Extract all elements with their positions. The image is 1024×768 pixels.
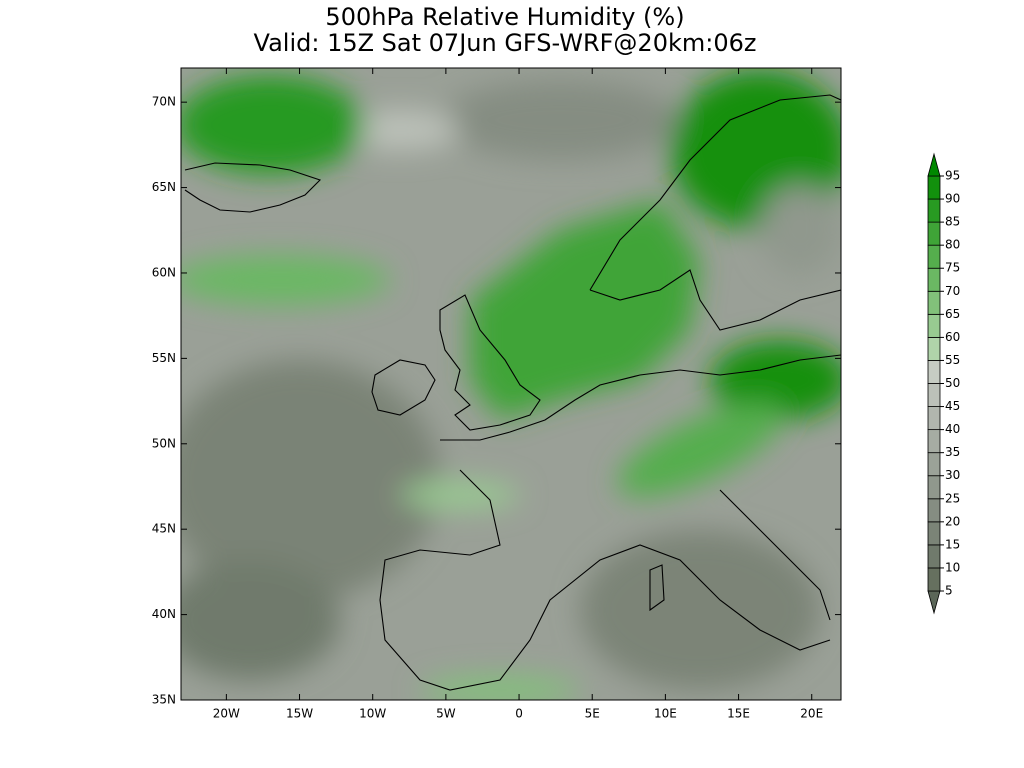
colorbar-label: 45 — [945, 399, 960, 413]
moist-area — [420, 676, 580, 700]
colorbar-band — [927, 498, 941, 523]
lon-tick-label: 0 — [515, 707, 523, 721]
colorbar-label: 35 — [945, 445, 960, 459]
lat-tick-label: 45N — [152, 522, 176, 536]
colorbar-band — [927, 452, 941, 477]
coastline — [719, 489, 831, 621]
colorbar-label: 80 — [945, 238, 960, 252]
colorbar-label: 60 — [945, 330, 960, 344]
lon-tick-label: 5E — [585, 707, 600, 721]
field-shading — [181, 70, 841, 700]
colorbar-label: 70 — [945, 284, 960, 298]
lon-tick-label: 15W — [286, 707, 313, 721]
coastline — [589, 94, 841, 291]
colorbar-band — [927, 313, 941, 338]
moist-area — [470, 200, 700, 420]
colorbar-lower-triangle — [927, 590, 941, 615]
colorbar-label: 20 — [945, 514, 960, 528]
dry-area — [181, 360, 440, 600]
lon-tick-label: 10W — [359, 707, 386, 721]
colorbar-band — [927, 198, 941, 223]
lon-tick-label: 5W — [436, 707, 456, 721]
lon-tick-label: 10E — [654, 707, 677, 721]
lat-tick-label: 55N — [152, 351, 176, 365]
colorbar-band — [927, 244, 941, 269]
moist-area — [340, 110, 460, 150]
lat-tick-label: 60N — [152, 265, 176, 279]
colorbar-band — [927, 336, 941, 361]
lon-tick-label: 20W — [213, 707, 240, 721]
moist-area — [181, 255, 390, 305]
colorbar-band — [927, 567, 941, 592]
coastline — [440, 354, 841, 441]
colorbar-band — [927, 267, 941, 292]
coastlines — [184, 94, 841, 691]
colorbar-label: 10 — [945, 560, 960, 574]
colorbar-label: 55 — [945, 353, 960, 367]
dry-area — [181, 560, 340, 680]
dry-area — [580, 530, 820, 690]
colorbar-band — [927, 175, 941, 200]
colorbar-band — [927, 290, 941, 315]
coastline — [379, 469, 831, 691]
lat-tick-label: 70N — [152, 95, 176, 109]
colorbar-label: 5 — [945, 584, 953, 598]
map-frame — [180, 67, 842, 701]
moist-area — [400, 481, 520, 509]
lat-tick-label: 35N — [152, 693, 176, 707]
colorbar-band — [927, 544, 941, 569]
lon-tick-label: 20E — [800, 707, 823, 721]
colorbar-band — [927, 360, 941, 384]
colorbar-upper-triangle — [927, 152, 941, 177]
coastline — [649, 564, 665, 612]
colorbar-label: 50 — [945, 376, 960, 390]
colorbar-label: 30 — [945, 468, 960, 482]
colorbar-label: 85 — [945, 215, 960, 229]
lon-tick-label: 15E — [727, 707, 750, 721]
title: 500hPa Relative Humidity (%) — [325, 3, 684, 31]
coastline — [184, 162, 322, 213]
colorbar-label: 95 — [945, 169, 960, 183]
lat-tick-label: 65N — [152, 180, 176, 194]
moist-area — [617, 403, 783, 497]
lat-tick-label: 50N — [152, 436, 176, 450]
colorbar-band — [927, 429, 941, 454]
colorbar-band — [927, 475, 941, 500]
colorbar-label: 90 — [945, 192, 960, 206]
colorbar-band — [927, 521, 941, 546]
colorbar-band — [927, 221, 941, 246]
colorbar-band — [927, 406, 941, 431]
colorbar: 5 10 15 20 25 30 35 40 45 50 55 60 65 70 75 80 85 90 95 — [927, 152, 960, 615]
colorbar-label: 15 — [945, 537, 960, 551]
colorbar-label: 40 — [945, 422, 960, 436]
humidity-field — [181, 68, 841, 700]
dry-area — [760, 185, 840, 275]
subtitle: Valid: 15Z Sat 07Jun GFS-WRF@20km:06z — [254, 29, 757, 57]
colorbar-band — [927, 383, 941, 407]
colorbar-label: 75 — [945, 261, 960, 275]
lat-tick-label: 40N — [152, 607, 176, 621]
map-axes: 20W 15W 10W 5W 0 5E 10E 15E 20E 35N 40N 45N 50N 55N 60… — [152, 68, 841, 721]
coastline — [439, 294, 541, 431]
colorbar-label: 65 — [945, 307, 960, 321]
dry-area — [440, 80, 680, 160]
colorbar-label: 25 — [945, 491, 960, 505]
coastline — [589, 269, 841, 331]
moist-area — [181, 75, 365, 175]
moist-area — [710, 340, 841, 420]
coastline — [371, 359, 436, 416]
